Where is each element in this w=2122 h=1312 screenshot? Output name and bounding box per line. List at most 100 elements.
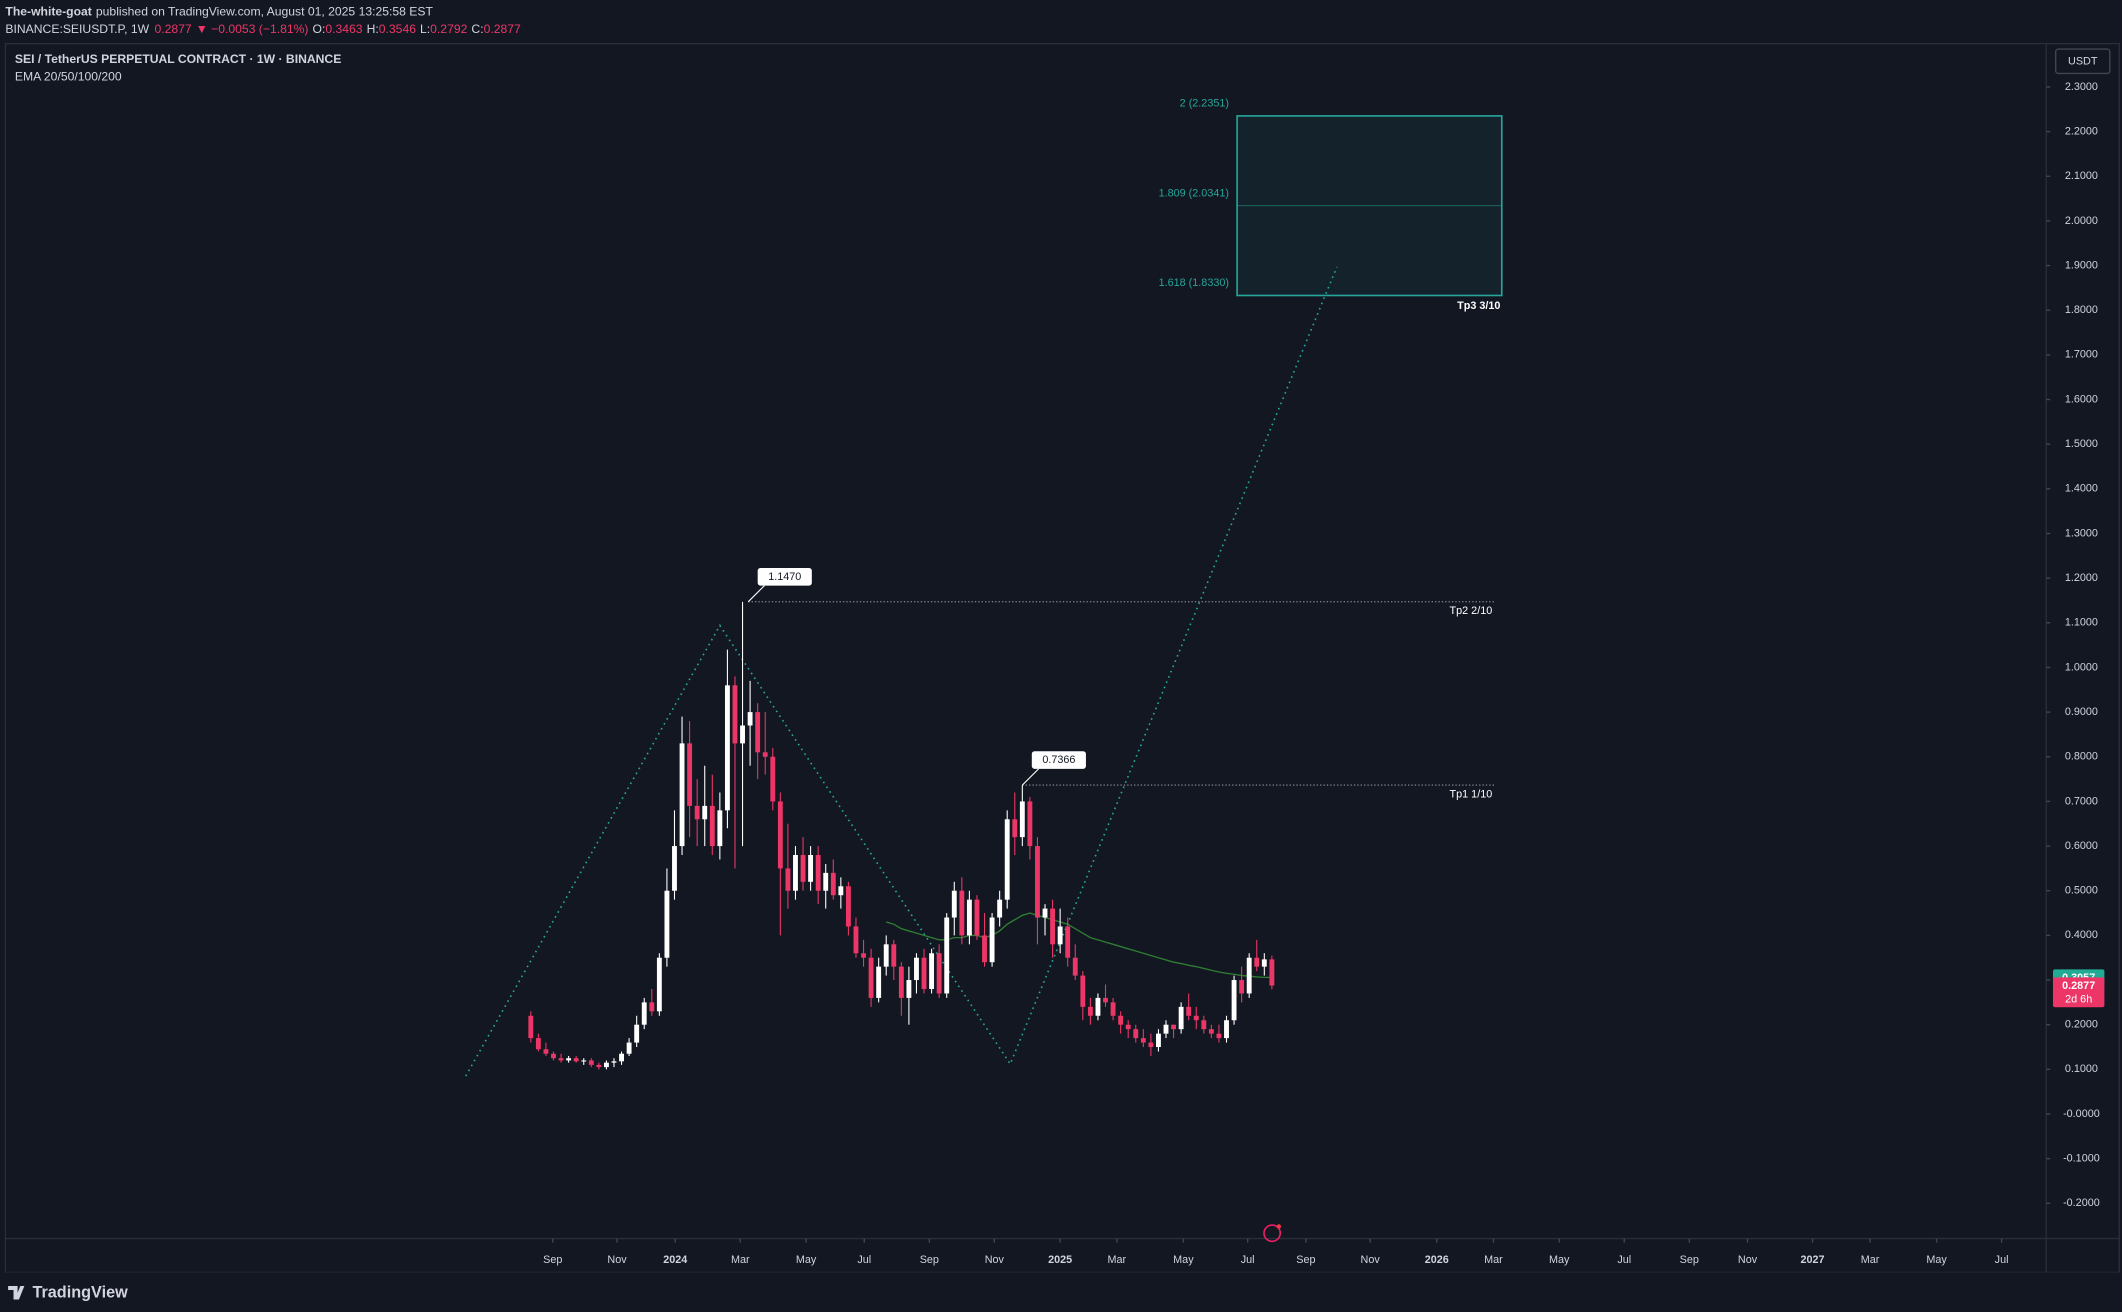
candle-body — [868, 957, 874, 998]
candle-body — [808, 855, 814, 882]
candle-body — [823, 872, 829, 891]
candle-body — [1261, 959, 1267, 967]
candle-body — [929, 953, 935, 989]
ohlc-value: 0.2792 — [430, 22, 467, 36]
symbol-line: BINANCE:SEIUSDT.P, 1W 0.2877 ▼ −0.0053 (−1… — [5, 22, 521, 36]
candle-body — [1156, 1033, 1161, 1048]
fib-label: 2 (2.2351) — [1180, 98, 1229, 110]
candle-body — [535, 1038, 541, 1050]
y-tick-label: 0.7000 — [2065, 795, 2098, 807]
candle-body — [997, 899, 1003, 918]
y-tick-label: -0.2000 — [2063, 1197, 2100, 1209]
candle-body — [649, 1002, 655, 1012]
price-label: 0.2877 — [2062, 980, 2095, 992]
candle-body — [1019, 801, 1025, 838]
symbol: BINANCE:SEIUSDT.P, 1W — [5, 22, 149, 36]
candle-body — [702, 805, 708, 820]
x-tick-label: 2024 — [663, 1254, 687, 1266]
x-tick-label: 2027 — [1801, 1254, 1825, 1266]
x-tick-label: Nov — [985, 1254, 1005, 1266]
candle-body — [619, 1053, 624, 1062]
ohlc-value: 0.3463 — [325, 22, 362, 36]
candle-body — [566, 1058, 572, 1061]
candle-body — [634, 1024, 640, 1043]
candle-body — [1239, 980, 1245, 994]
candle-body — [1231, 980, 1237, 1021]
candle-body — [785, 868, 791, 891]
fib-label: 1.618 (1.8330) — [1159, 277, 1229, 289]
alert-icon[interactable] — [1263, 1224, 1282, 1243]
candle-body — [1186, 1006, 1192, 1016]
chart-title: SEI / TetherUS PERPETUAL CONTRACT · 1W ·… — [15, 52, 341, 66]
y-tick-label: 1.4000 — [2065, 483, 2098, 495]
currency-button[interactable] — [2055, 48, 2111, 75]
x-tick-label: Mar — [1108, 1254, 1127, 1266]
candle-body — [603, 1062, 609, 1068]
candle-body — [1072, 957, 1078, 976]
candle-body — [755, 712, 761, 753]
y-tick-label: 0.2000 — [2065, 1019, 2098, 1031]
candle-body — [1080, 975, 1086, 1007]
candle-body — [732, 685, 738, 744]
y-tick-label: 2.0000 — [2065, 215, 2098, 227]
x-tick-label: May — [796, 1254, 817, 1266]
candle-body — [1095, 997, 1101, 1016]
candle-body — [1178, 1006, 1184, 1030]
candle-body — [1004, 819, 1010, 900]
candle-body — [1035, 846, 1040, 918]
candle-body — [898, 966, 904, 998]
candle-body — [1133, 1029, 1139, 1039]
x-tick-label: Jul — [1995, 1254, 2009, 1266]
candle-body — [709, 805, 715, 847]
candle-body — [664, 890, 670, 958]
x-tick-label: May — [1926, 1254, 1947, 1266]
currency-label[interactable]: USDT — [2068, 56, 2098, 68]
candle-body — [1065, 926, 1071, 958]
candle-body — [1087, 1006, 1093, 1016]
candle-body — [770, 756, 776, 802]
callout-label: 0.7366 — [1042, 754, 1075, 766]
y-tick-label: 1.0000 — [2065, 661, 2098, 673]
candle-body — [694, 805, 700, 820]
candle-body — [883, 944, 889, 967]
y-tick-label: 2.3000 — [2065, 81, 2098, 93]
candle-body — [815, 855, 821, 891]
published: published on TradingView.com, August 01,… — [96, 5, 434, 19]
candle-body — [1125, 1024, 1131, 1030]
callout-label: 1.1470 — [768, 571, 801, 583]
candle-body — [793, 855, 798, 891]
last-price: 0.2877 — [154, 22, 191, 36]
y-tick-label: 1.5000 — [2065, 438, 2098, 450]
candle-body — [1208, 1029, 1214, 1034]
y-tick-label: 1.9000 — [2065, 259, 2098, 271]
callout-box — [757, 567, 812, 586]
pattern-line — [465, 266, 1338, 1077]
ohlc-value: 0.3546 — [379, 22, 416, 36]
candle-body — [641, 1002, 647, 1025]
candle-body — [777, 801, 783, 869]
candle-body — [1057, 926, 1063, 945]
header-line: The-white-goat published on TradingView.c… — [5, 5, 433, 19]
candle-body — [1148, 1042, 1154, 1048]
author: The-white-goat — [5, 5, 91, 19]
candle-body — [1193, 1015, 1199, 1021]
candle-body — [1050, 908, 1056, 945]
candle-body — [838, 886, 844, 896]
ema-line — [886, 912, 1272, 979]
candle-body — [724, 685, 730, 811]
candle-body — [944, 917, 950, 994]
x-tick-label: Nov — [1361, 1254, 1381, 1266]
candle-body — [861, 953, 866, 958]
x-tick-label: Sep — [543, 1254, 562, 1266]
candle-body — [1042, 908, 1048, 918]
candle-body — [740, 725, 745, 744]
candle-body — [989, 917, 995, 963]
x-tick-label: Nov — [607, 1254, 627, 1266]
x-tick-label: Jul — [857, 1254, 871, 1266]
candle-body — [762, 752, 768, 757]
candle-body — [1012, 819, 1018, 838]
fib-label: 1.809 (2.0341) — [1159, 187, 1229, 199]
y-tick-label: 1.8000 — [2065, 304, 2098, 316]
x-tick-label: Sep — [1680, 1254, 1699, 1266]
